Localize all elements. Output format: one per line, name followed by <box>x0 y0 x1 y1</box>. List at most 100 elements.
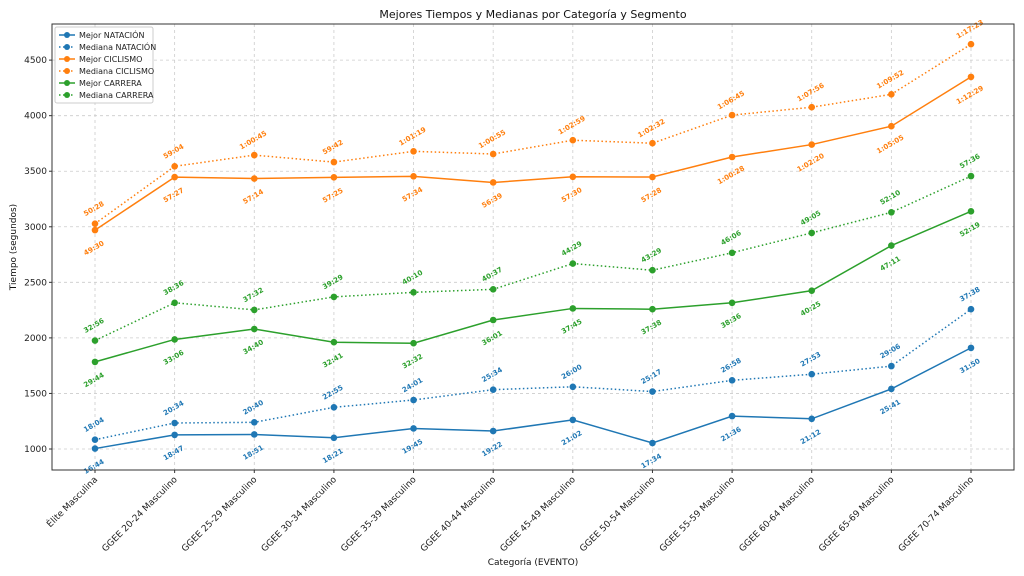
data-label: 46:06 <box>719 229 742 247</box>
data-label: 18:47 <box>162 444 185 462</box>
data-label: 19:22 <box>481 440 504 458</box>
data-point <box>171 336 178 343</box>
legend-frame <box>54 26 154 104</box>
data-point <box>330 174 338 181</box>
data-label: 33:06 <box>162 349 185 367</box>
data-label: 50:28 <box>82 200 105 218</box>
data-label: 1:05:05 <box>875 133 905 155</box>
data-point <box>489 286 497 293</box>
data-point <box>250 175 258 182</box>
x-tick-label: GGEE 65-69 Masculino <box>817 475 897 555</box>
data-point <box>808 370 816 378</box>
x-tick-label: GGEE 50-54 Masculino <box>578 475 658 555</box>
legend-marker <box>64 92 70 98</box>
data-label: 25:34 <box>481 366 504 384</box>
data-label: 1:00:28 <box>716 164 746 186</box>
data-point <box>171 163 178 170</box>
data-point <box>649 139 656 147</box>
y-axis-label: Tiempo (segundos) <box>9 204 19 291</box>
data-label: 57:27 <box>162 186 185 204</box>
data-label: 1:02:32 <box>636 117 666 139</box>
data-label: 57:14 <box>242 188 265 206</box>
y-tick-label: 1500 <box>24 389 47 399</box>
legend-marker <box>64 32 70 38</box>
data-label: 32:41 <box>321 351 344 369</box>
x-tick-label: GGEE 60-64 Masculino <box>738 475 818 555</box>
data-point <box>330 338 338 346</box>
y-tick-label: 3500 <box>24 167 47 177</box>
data-point <box>250 151 258 159</box>
series-line <box>94 43 972 225</box>
data-point <box>888 209 895 216</box>
legend-marker <box>64 68 70 74</box>
data-point <box>808 141 816 148</box>
data-point <box>489 150 497 158</box>
data-label: 57:28 <box>640 186 663 204</box>
data-point <box>330 293 338 301</box>
data-point <box>330 404 338 411</box>
data-point <box>967 344 975 352</box>
data-label: 1:07:56 <box>796 81 826 103</box>
data-point <box>967 208 975 215</box>
data-point <box>967 40 975 48</box>
data-point <box>250 419 258 426</box>
y-tick-label: 4000 <box>24 112 47 122</box>
legend-marker <box>64 80 70 86</box>
data-label: 21:36 <box>719 425 742 443</box>
data-point <box>569 416 577 424</box>
data-point <box>728 412 736 420</box>
data-point <box>569 173 577 181</box>
data-label: 16:44 <box>82 458 105 476</box>
data-point <box>888 91 895 98</box>
data-label: 29:06 <box>879 342 902 360</box>
data-label: 25:41 <box>879 398 902 416</box>
data-point <box>888 242 895 249</box>
data-point <box>91 358 99 366</box>
data-point <box>91 220 99 227</box>
data-label: 37:38 <box>958 285 981 303</box>
legend-label: Mejor CICLISMO <box>79 55 142 64</box>
data-point <box>330 434 338 442</box>
data-label: 57:30 <box>560 186 583 204</box>
y-tick-label: 2500 <box>24 278 47 288</box>
data-point <box>410 339 417 347</box>
data-label: 44:29 <box>560 240 583 258</box>
x-tick-label: GGEE 25-29 Masculino <box>180 475 260 555</box>
data-label: 49:05 <box>799 209 822 227</box>
data-point <box>489 316 497 324</box>
data-point <box>649 439 656 447</box>
data-point <box>489 179 497 186</box>
data-label: 24:01 <box>401 376 424 394</box>
data-label: 20:34 <box>162 399 185 417</box>
data-point <box>171 419 178 427</box>
data-point <box>330 158 338 166</box>
data-point <box>888 385 895 393</box>
data-label: 37:38 <box>640 318 663 336</box>
data-label: 40:25 <box>799 300 822 318</box>
data-point <box>410 148 417 155</box>
data-point <box>410 396 417 404</box>
data-label: 34:40 <box>242 338 265 356</box>
data-label: 40:10 <box>401 269 424 287</box>
data-point <box>569 383 577 391</box>
data-label: 18:04 <box>82 416 105 434</box>
y-tick-label: 2000 <box>24 334 47 344</box>
data-label: 21:12 <box>799 428 822 446</box>
legend-label: Mejor CARRERA <box>79 79 142 88</box>
data-point <box>649 388 656 395</box>
x-tick-label: GGEE 30-34 Masculino <box>260 475 340 555</box>
data-point <box>649 266 656 274</box>
data-point <box>91 436 99 443</box>
y-tick-label: 4500 <box>24 56 47 66</box>
data-point <box>410 425 417 432</box>
data-point <box>250 306 258 314</box>
data-point <box>410 173 417 180</box>
data-point <box>171 299 178 307</box>
data-label: 19:45 <box>401 438 424 456</box>
data-label: 18:21 <box>321 447 344 465</box>
data-label: 59:04 <box>162 143 185 161</box>
data-label: 1:02:20 <box>796 152 826 174</box>
data-point <box>728 377 736 384</box>
data-label: 32:56 <box>82 317 105 335</box>
